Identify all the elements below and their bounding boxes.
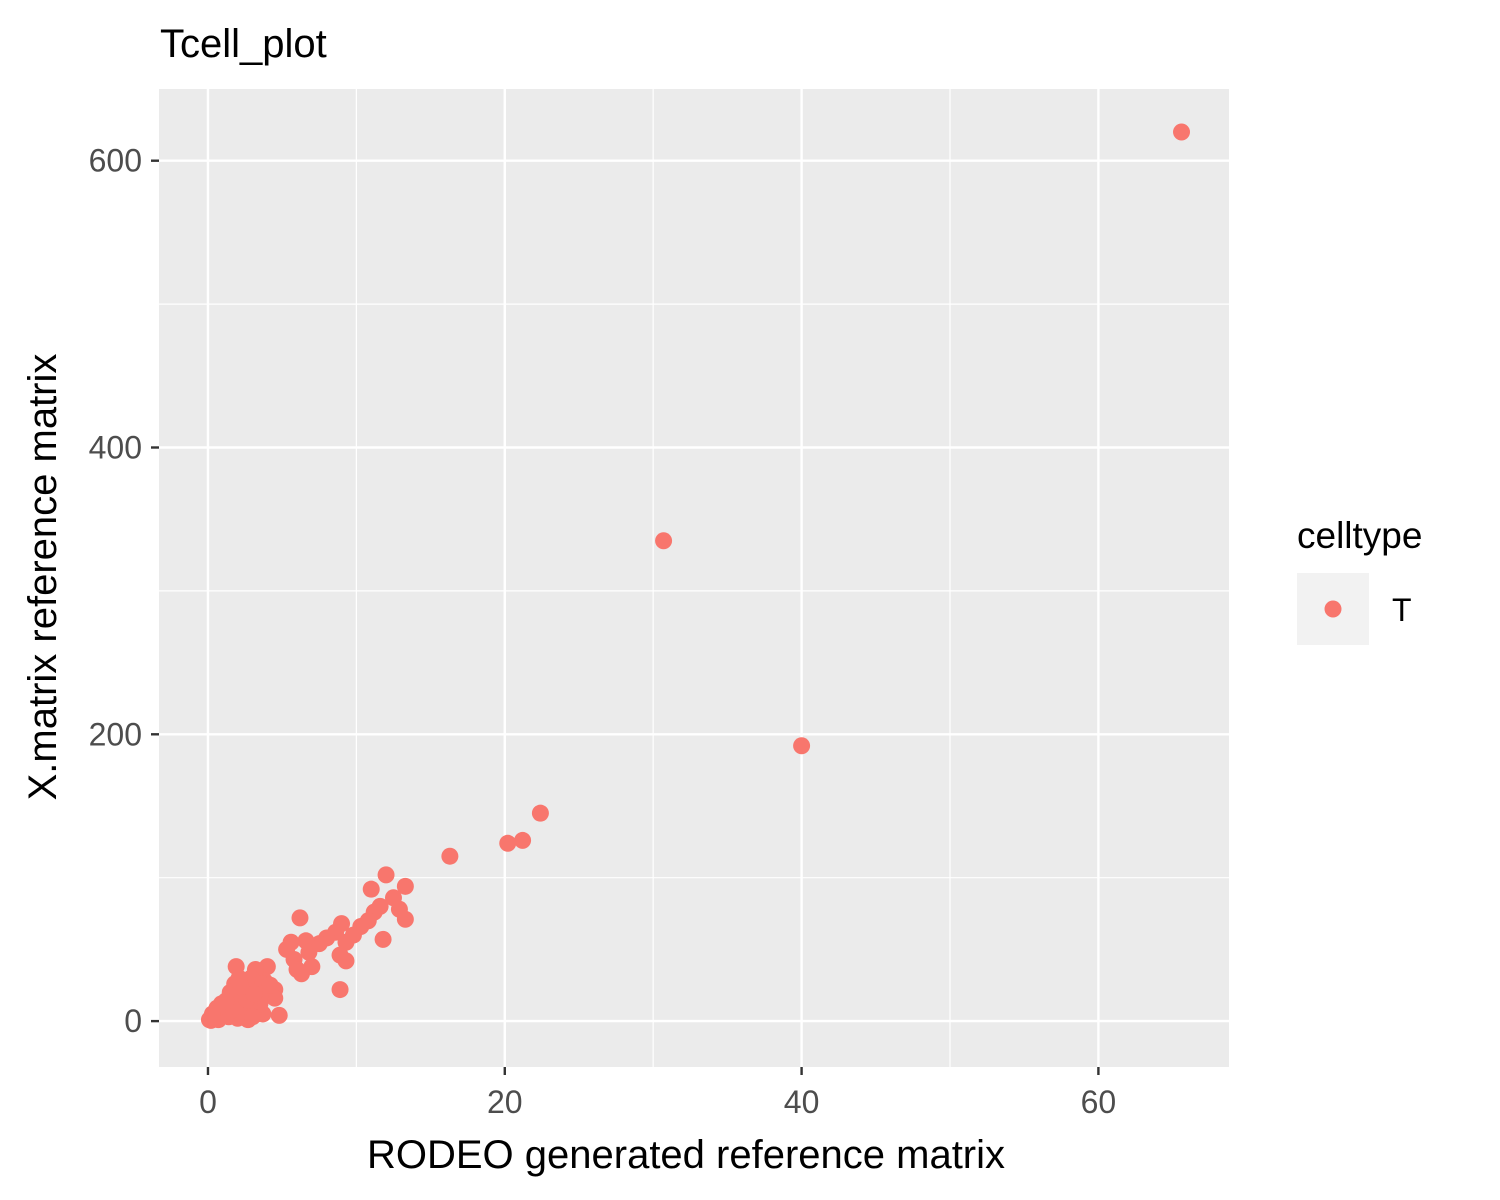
data-point xyxy=(266,989,284,1007)
plot-panel xyxy=(159,89,1229,1067)
x-tick-label: 20 xyxy=(487,1084,523,1120)
data-point xyxy=(261,976,279,994)
legend-label-T: T xyxy=(1392,592,1412,628)
data-point xyxy=(337,933,355,951)
legend-key-T xyxy=(1324,600,1342,618)
data-points xyxy=(200,123,1191,1029)
chart-title: Tcell_plot xyxy=(160,22,327,66)
x-tick-label: 40 xyxy=(784,1084,820,1120)
data-point xyxy=(243,1008,261,1026)
data-point xyxy=(337,952,355,970)
data-point xyxy=(531,804,549,822)
x-tick-label: 0 xyxy=(199,1084,217,1120)
data-point xyxy=(217,992,235,1010)
data-point xyxy=(655,532,673,550)
data-point xyxy=(793,737,811,755)
data-point xyxy=(396,877,414,895)
x-axis-title: RODEO generated reference matrix xyxy=(367,1133,1005,1177)
data-point xyxy=(300,943,318,961)
data-point xyxy=(396,910,414,928)
y-tick-label: 400 xyxy=(89,430,142,466)
data-point xyxy=(377,866,395,884)
data-point xyxy=(441,847,459,865)
x-tick-label: 60 xyxy=(1081,1084,1117,1120)
y-tick-label: 0 xyxy=(124,1003,142,1039)
y-axis-ticks: 0 200 400 600 xyxy=(89,143,159,1039)
x-axis-ticks: 0 20 40 60 xyxy=(199,1067,1116,1120)
data-point xyxy=(270,1006,288,1024)
data-point xyxy=(232,978,250,996)
y-tick-label: 200 xyxy=(89,716,142,752)
major-gridlines xyxy=(159,89,1229,1067)
data-point xyxy=(374,930,392,948)
data-point xyxy=(1173,123,1191,141)
y-tick-label: 600 xyxy=(89,143,142,179)
data-point xyxy=(245,985,263,1003)
data-point xyxy=(499,834,517,852)
data-point xyxy=(292,965,310,983)
data-point xyxy=(362,880,380,898)
y-axis-title: X.matrix reference matrix xyxy=(21,354,65,801)
legend: celltype T xyxy=(1297,515,1422,645)
data-point xyxy=(331,981,349,999)
data-point xyxy=(291,909,309,927)
legend-title: celltype xyxy=(1297,515,1422,556)
data-point xyxy=(203,1005,221,1023)
data-point xyxy=(514,831,532,849)
minor-gridlines xyxy=(159,89,1229,1067)
